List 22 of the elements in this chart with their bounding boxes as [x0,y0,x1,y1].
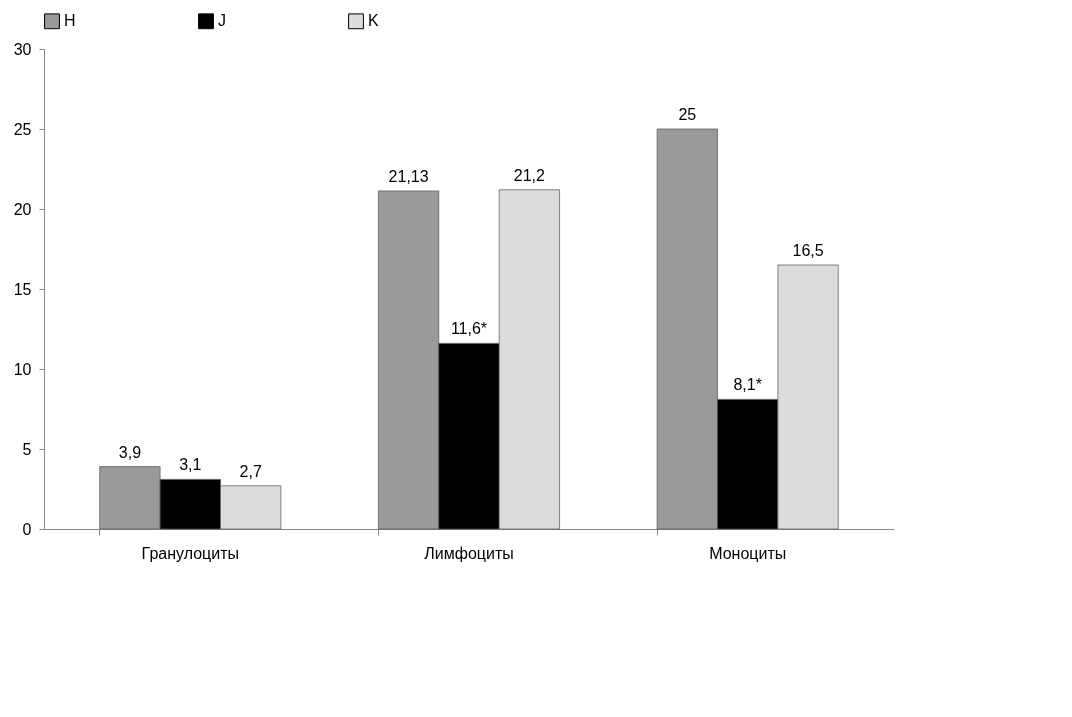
y-tick-label: 20 [13,200,32,218]
legend-label: H [64,12,76,30]
data-label: 11,6* [450,320,488,338]
data-label: 8,1* [733,376,762,394]
x-tick-label: Лимфоциты [424,544,514,562]
data-label: 16,5 [792,242,824,259]
legend-label: J [218,12,226,30]
data-label: 21,13 [388,167,429,185]
x-tick-label: Гранулоциты [141,544,240,562]
data-label: 25 [678,106,697,123]
y-tick-label: 30 [13,40,32,58]
x-tick-label: Моноциты [709,544,787,562]
legend-label: K [368,12,379,30]
data-label: 2,7 [239,462,262,480]
y-tick-label: 25 [13,120,32,138]
data-label: 3,1 [179,456,202,474]
y-tick-label: 10 [13,360,32,378]
y-tick-label: 5 [22,440,32,458]
y-tick-label: 15 [13,280,32,298]
data-label: 3,9 [118,443,142,461]
y-tick-label: 0 [22,520,32,538]
data-label: 21,2 [513,166,546,184]
